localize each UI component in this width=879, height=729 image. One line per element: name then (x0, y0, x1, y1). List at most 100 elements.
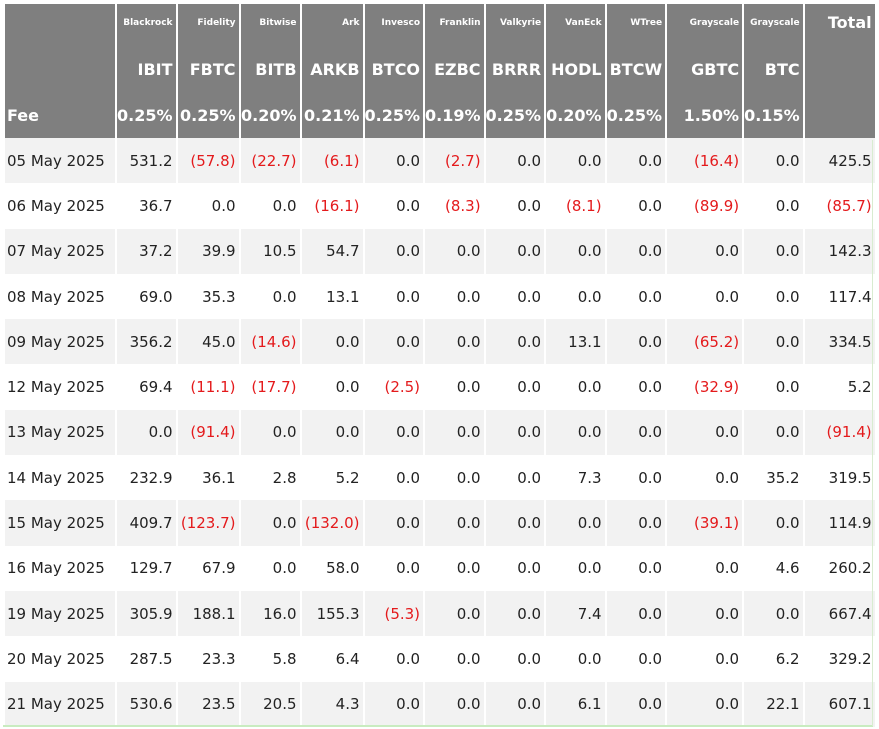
flow-cell: 6.2 (744, 636, 803, 682)
date-cell: 08 May 2025 (5, 273, 115, 320)
date-cell: 14 May 2025 (5, 455, 115, 501)
flow-cell: 23.5 (177, 681, 239, 727)
total-cell: 5.2 (804, 364, 875, 410)
date-cell: 09 May 2025 (5, 319, 115, 365)
flow-cell: 0.0 (485, 545, 545, 591)
flow-cell: 155.3 (301, 590, 363, 637)
total-cell: 260.2 (804, 545, 875, 591)
flow-cell: 0.0 (364, 500, 424, 546)
flow-cell: 0.0 (364, 545, 424, 591)
flow-cell: (57.8) (177, 138, 239, 184)
table-body: 05 May 2025 531.2 (57.8) (22.7) (6.1) 0.0 (2.7… (5, 138, 875, 727)
flow-cell: 58.0 (301, 545, 363, 591)
flow-cell: 5.2 (301, 455, 363, 501)
flow-cell: 0.0 (546, 273, 605, 320)
flow-cell: 356.2 (117, 319, 176, 365)
flow-cell: 2.8 (240, 455, 300, 501)
flow-cell: 0.0 (667, 273, 743, 320)
etf-flows-table: Blackrock Fidelity Bitwise Ark Invesco Frankl… (3, 4, 877, 727)
total-fee-blank (804, 92, 875, 138)
flow-cell: 0.0 (485, 590, 545, 637)
flow-cell: 0.0 (546, 228, 605, 274)
flow-cell: 0.0 (744, 590, 803, 637)
flow-cell: 531.2 (117, 138, 176, 184)
flow-cell: (16.4) (667, 138, 743, 184)
flow-cell: 0.0 (425, 273, 484, 320)
total-cell: 114.9 (804, 500, 875, 546)
flow-cell: 0.0 (364, 636, 424, 682)
fee-label: Fee (5, 92, 115, 138)
flow-cell: 0.0 (177, 183, 239, 229)
flow-cell: 0.0 (425, 409, 484, 456)
fee-value: 0.15% (744, 92, 803, 138)
date-cell: 05 May 2025 (5, 138, 115, 184)
flow-cell: 0.0 (425, 681, 484, 727)
flow-cell: 0.0 (240, 409, 300, 456)
ticker-header: BTCW (606, 46, 666, 92)
flow-cell: 0.0 (425, 228, 484, 274)
table-row: 13 May 2025 0.0 (91.4) 0.0 0.0 0.0 0.0 0.0 0.0 0.… (5, 409, 875, 456)
flow-cell: 0.0 (744, 138, 803, 184)
flow-cell: 0.0 (240, 183, 300, 229)
flow-cell: (8.1) (546, 183, 605, 229)
flow-cell: 0.0 (606, 319, 666, 365)
flow-cell: 22.1 (744, 681, 803, 727)
fee-value: 0.25% (117, 92, 176, 138)
flow-cell: 0.0 (667, 228, 743, 274)
flow-cell: 0.0 (667, 636, 743, 682)
date-cell: 07 May 2025 (5, 228, 115, 274)
ticker-header: BRRR (485, 46, 545, 92)
flow-cell: 67.9 (177, 545, 239, 591)
flow-cell: 0.0 (667, 681, 743, 727)
flow-cell: 287.5 (117, 636, 176, 682)
flow-cell: 0.0 (301, 409, 363, 456)
ticker-header: GBTC (667, 46, 743, 92)
flow-cell: 0.0 (744, 319, 803, 365)
flow-cell: 0.0 (546, 636, 605, 682)
flow-cell: 0.0 (606, 228, 666, 274)
flow-cell: 16.0 (240, 590, 300, 637)
table-row: 07 May 2025 37.2 39.9 10.5 54.7 0.0 0.0 0.0 0.0 0… (5, 228, 875, 274)
flow-cell: 0.0 (744, 228, 803, 274)
table-row: 09 May 2025 356.2 45.0 (14.6) 0.0 0.0 0.0 0.0 13… (5, 319, 875, 365)
fee-value: 0.20% (240, 92, 300, 138)
issuer-header: Invesco (364, 4, 424, 46)
flow-cell: 188.1 (177, 590, 239, 637)
flow-cell: 6.4 (301, 636, 363, 682)
total-cell: 319.5 (804, 455, 875, 501)
fee-value: 0.19% (425, 92, 484, 138)
table-row: 14 May 2025 232.9 36.1 2.8 5.2 0.0 0.0 0.0 7.3 0.… (5, 455, 875, 501)
flow-cell: 0.0 (364, 455, 424, 501)
ticker-header-row: IBIT FBTC BITB ARKB BTCO EZBC BRRR HODL BTCW GBTC… (5, 46, 875, 92)
ticker-header: HODL (546, 46, 605, 92)
flow-cell: 0.0 (606, 138, 666, 184)
fee-header-row: Fee 0.25% 0.25% 0.20% 0.21% 0.25% 0.19% 0.25% 0… (5, 92, 875, 138)
flow-cell: 0.0 (485, 138, 545, 184)
flow-cell: 0.0 (485, 681, 545, 727)
total-header: Total (804, 4, 875, 46)
fee-value: 0.20% (546, 92, 605, 138)
flow-cell: 0.0 (425, 636, 484, 682)
date-cell: 06 May 2025 (5, 183, 115, 229)
flow-cell: 0.0 (425, 500, 484, 546)
flow-cell: 0.0 (546, 500, 605, 546)
flow-cell: 0.0 (240, 545, 300, 591)
flow-cell: (65.2) (667, 319, 743, 365)
flow-cell: 4.3 (301, 681, 363, 727)
issuer-header: Ark (301, 4, 363, 46)
table-right-border (872, 140, 873, 726)
flow-cell: 35.3 (177, 273, 239, 320)
flow-cell: 20.5 (240, 681, 300, 727)
flow-cell: 0.0 (117, 409, 176, 456)
issuer-header: Bitwise (240, 4, 300, 46)
flow-cell: (123.7) (177, 500, 239, 546)
flow-cell: 0.0 (546, 545, 605, 591)
flow-cell: (5.3) (364, 590, 424, 637)
flow-cell: (14.6) (240, 319, 300, 365)
flow-cell: 305.9 (117, 590, 176, 637)
flow-cell: (22.7) (240, 138, 300, 184)
flow-cell: (11.1) (177, 364, 239, 410)
flow-cell: 6.1 (546, 681, 605, 727)
total-cell: 142.3 (804, 228, 875, 274)
date-cell: 12 May 2025 (5, 364, 115, 410)
